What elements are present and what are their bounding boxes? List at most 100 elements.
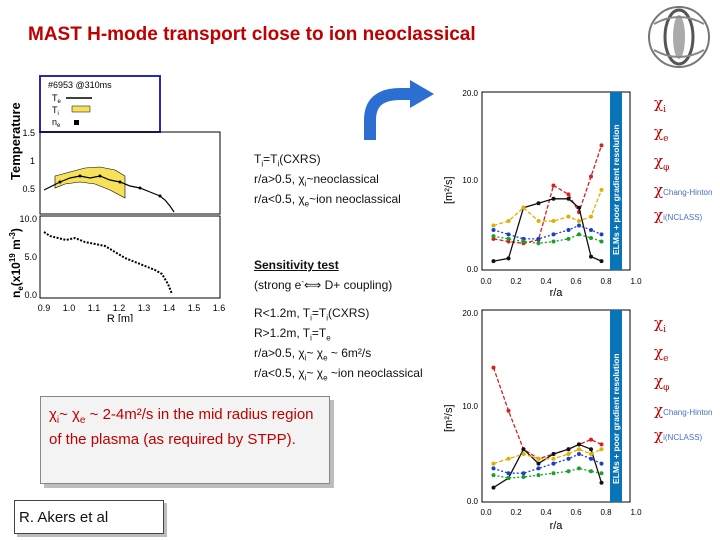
r-xtick: 1.6: [213, 303, 226, 313]
series-point: [577, 447, 581, 452]
series-point: [506, 476, 511, 480]
series-point: [521, 452, 526, 456]
series-point: [551, 471, 556, 476]
series-point: [491, 234, 496, 239]
series-point: [566, 469, 571, 474]
mast-logo-icon: [648, 6, 710, 68]
dens-ytick: 10.0: [19, 214, 37, 224]
chi-xtick: 0.4: [540, 277, 552, 286]
series-point: [536, 473, 541, 478]
chi-ytick: 20.0: [462, 309, 478, 318]
curved-arrow-icon: [364, 80, 434, 140]
series-line: [493, 443, 603, 489]
legend-chi-phi: χφ: [654, 372, 670, 393]
chi-plot-2: ELMs + poor gradient resolution 20.0 10.…: [443, 309, 642, 532]
temp-ytick: 1.5: [22, 128, 35, 138]
series-point: [551, 452, 556, 456]
series-point: [521, 471, 526, 476]
r-xtick: 1.2: [113, 303, 126, 313]
series-point: [551, 232, 556, 237]
series-point: [589, 437, 593, 442]
series-point: [577, 205, 581, 210]
series-point: [506, 471, 511, 476]
notes-top: Ti=Ti(CXRS) r/a>0.5, χi~neoclassical r/a…: [254, 152, 401, 212]
series-point: [589, 452, 593, 456]
series-point: [589, 235, 593, 240]
chi-legend-1: χi χe χφ χChang-Hinton χi(NCLASS): [654, 92, 712, 229]
temperature-ylabel: Temperature: [8, 102, 23, 180]
temp-ytick: 1: [30, 156, 35, 166]
series-point: [577, 223, 581, 228]
chi-plot-1: ELMs + poor gradient resolution 20.0 10.…: [443, 89, 642, 299]
series-point: [566, 192, 571, 197]
series-point: [589, 447, 593, 452]
note-line-1: Ti=Ti(CXRS): [254, 152, 321, 169]
dens-ytick: 5.0: [24, 252, 37, 262]
series-point: [551, 183, 556, 188]
series-point: [536, 456, 541, 461]
chi-ytick: 10.0: [462, 176, 478, 185]
series-point: [551, 239, 556, 244]
series-point: [577, 442, 581, 447]
series-point: [589, 214, 593, 219]
sensitivity-line-2: (strong e-⟺ D+ coupling): [254, 276, 393, 292]
series-point: [491, 466, 496, 471]
chi-xtick: 0.8: [600, 277, 612, 286]
r-xlabel: R [m]: [107, 313, 133, 322]
density-axes: [39, 215, 221, 299]
series-point: [589, 174, 593, 179]
series-point: [566, 447, 571, 452]
chi-ylabel-2: [m²/s]: [443, 405, 455, 433]
series-point: [599, 143, 604, 148]
chi-axes-2: [481, 309, 631, 503]
chi-xtick: 0.0: [480, 277, 492, 286]
series-point: [577, 232, 581, 237]
chi-xtick: 0.6: [570, 277, 582, 286]
te-profile: [43, 175, 175, 213]
series-point: [566, 196, 571, 201]
series-point: [599, 480, 604, 485]
r-xtick: 1.4: [163, 303, 176, 313]
legend-shot: #6953 @310ms: [48, 80, 112, 90]
series-point: [599, 259, 604, 264]
series-point: [599, 239, 604, 244]
series-point: [536, 236, 541, 241]
legend-ne-marker: [74, 120, 79, 125]
r-xtick: 1.0: [63, 303, 76, 313]
series-line: [493, 145, 603, 244]
legend-chi-nclass: χi(NCLASS): [654, 426, 703, 444]
legend-chi-nclass: χi(NCLASS): [654, 206, 703, 224]
temp-ytick: 0.5: [22, 184, 35, 194]
series-point: [566, 452, 571, 456]
series-line: [493, 453, 602, 474]
chi-xtick: 1.0: [630, 277, 642, 286]
series-point: [506, 236, 511, 241]
series-point: [599, 187, 604, 192]
series-point: [521, 447, 526, 452]
legend-te-label: Te: [52, 93, 62, 105]
ne-profile: [43, 231, 173, 295]
elm-band-1: [610, 92, 622, 270]
chi-ytick: 10.0: [462, 402, 478, 411]
chi-xtick: 1.0: [630, 508, 642, 517]
series-point: [521, 475, 526, 480]
chi-xlabel-2: r/a: [550, 520, 564, 532]
series-point: [506, 456, 511, 461]
series-point: [566, 236, 571, 241]
series-point: [599, 447, 604, 452]
chi-axes-1: [481, 91, 631, 271]
series-point: [521, 205, 526, 210]
series-point: [566, 214, 571, 219]
series-point: [491, 461, 496, 466]
series-line: [492, 367, 602, 460]
elm-band-2: [610, 310, 622, 502]
chi-xtick: 0.2: [510, 277, 522, 286]
series-point: [566, 227, 571, 232]
series-point: [589, 469, 593, 474]
elm-band-label-1: ELMs + poor gradient resolution: [611, 124, 621, 255]
series-point: [491, 365, 496, 370]
legend-chi-chang: χChang-Hinton: [654, 401, 713, 419]
sensitivity-heading: Sensitivity test: [254, 258, 339, 272]
series-point: [536, 219, 541, 224]
legend-ne-label: ne: [52, 117, 61, 129]
